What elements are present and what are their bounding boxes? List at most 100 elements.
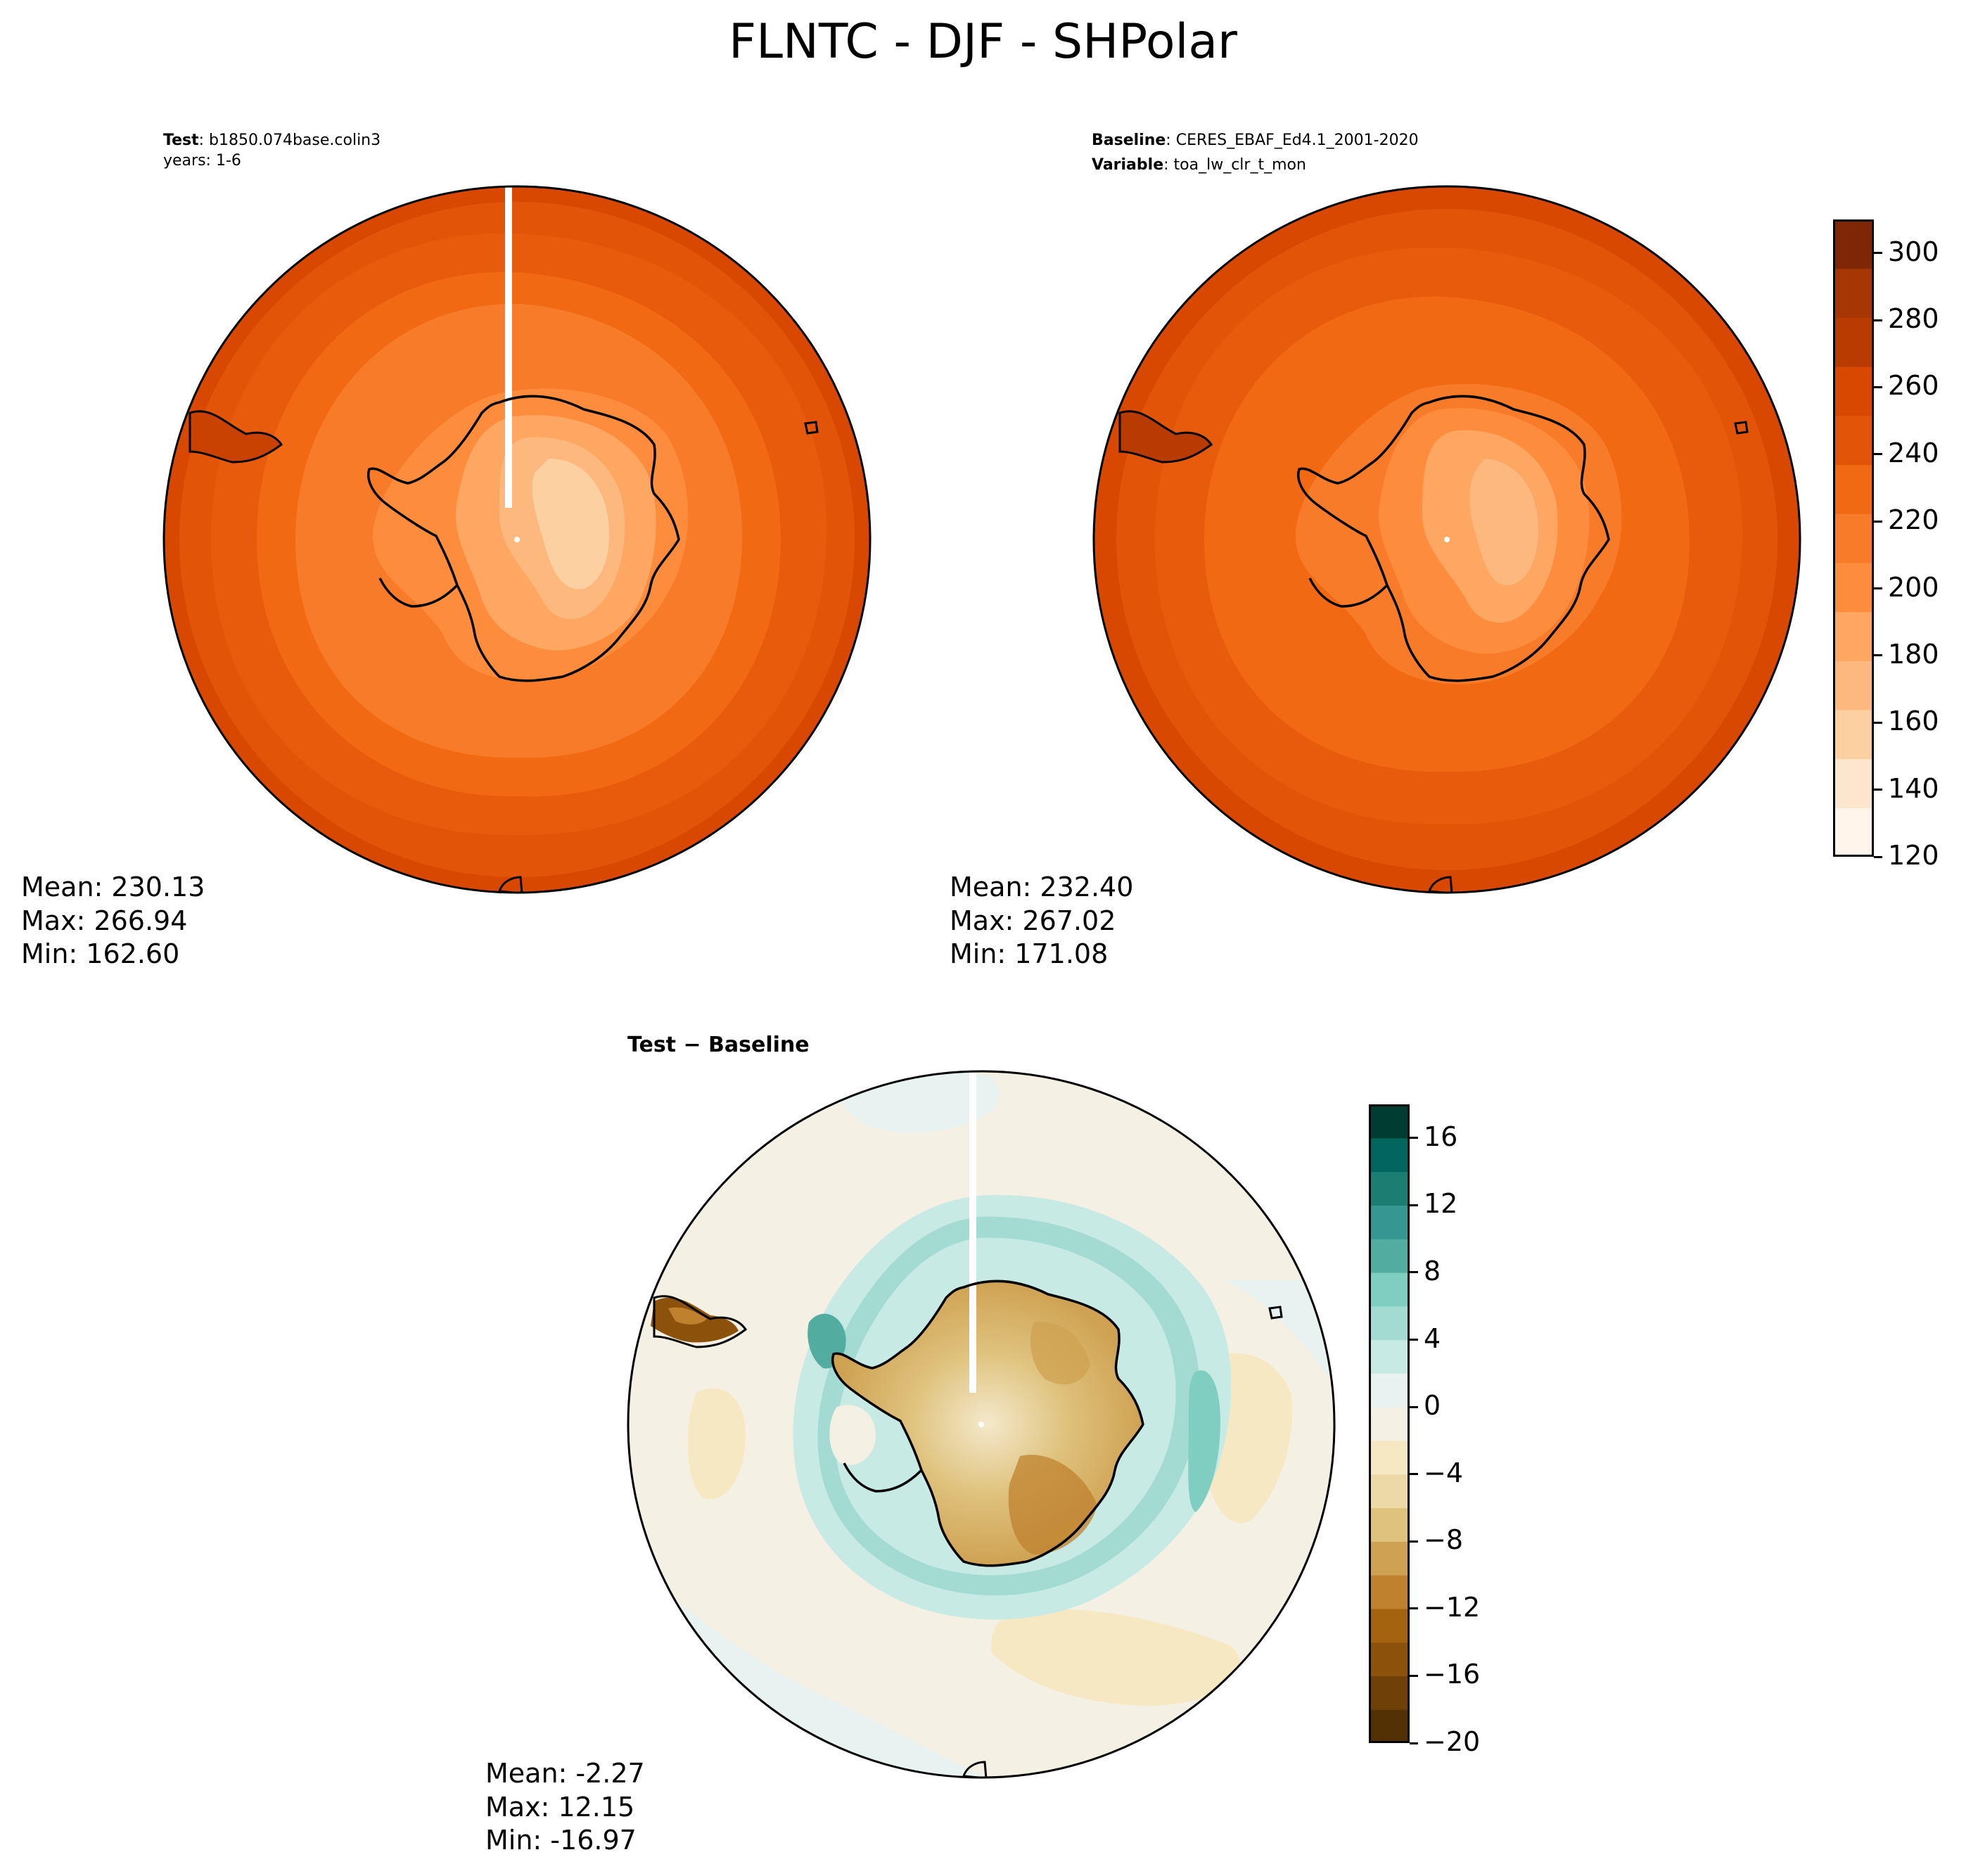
colorbar-tick-label: 140	[1888, 772, 1939, 804]
colorbar-diff	[1369, 1104, 1410, 1743]
colorbar-tick-label: −20	[1424, 1726, 1481, 1757]
test-case-name: : b1850.074base.colin3	[198, 132, 381, 149]
colorbar-block	[1833, 219, 1874, 269]
test-map	[162, 185, 872, 894]
colorbar-block	[1369, 1171, 1410, 1206]
colorbar-block	[1369, 1306, 1410, 1341]
colorbar-block	[1833, 464, 1874, 514]
diff-stats: Mean: -2.27 Max: 12.15 Min: -16.97	[485, 1757, 645, 1858]
colorbar-tick-mark	[1410, 1405, 1418, 1408]
colorbar-block	[1369, 1272, 1410, 1307]
colorbar-tick-label: −16	[1424, 1659, 1481, 1690]
colorbar-tick-mark	[1874, 319, 1882, 321]
colorbar-tick-label: 120	[1888, 840, 1939, 871]
colorbar-tick-label: 180	[1888, 638, 1939, 670]
colorbar-tick-label: 280	[1888, 303, 1939, 335]
colorbar-tick-mark	[1874, 453, 1882, 456]
figure-title: FLNTC - DJF - SHPolar	[729, 14, 1237, 70]
test-mean: Mean: 230.13	[21, 872, 205, 902]
test-max: Max: 266.94	[21, 905, 188, 936]
variable-label: Variable	[1092, 156, 1164, 174]
colorbar-tick-label: 260	[1888, 370, 1939, 402]
colorbar-tick-mark	[1874, 385, 1882, 388]
colorbar-tick-mark	[1410, 1674, 1418, 1677]
colorbar-tick-label: 8	[1424, 1255, 1441, 1287]
colorbar-block	[1833, 661, 1874, 710]
colorbar-tick-mark	[1874, 654, 1882, 657]
colorbar-block	[1369, 1642, 1410, 1677]
colorbar-block	[1369, 1137, 1410, 1173]
colorbar-tick-mark	[1410, 1339, 1418, 1341]
colorbar-tick-label: −8	[1424, 1524, 1464, 1556]
colorbar-tick-label: 300	[1888, 236, 1939, 267]
colorbar-tick-label: 4	[1424, 1322, 1441, 1354]
colorbar-block	[1369, 1507, 1410, 1542]
colorbar-tick-label: 220	[1888, 504, 1939, 536]
colorbar-tick-mark	[1874, 721, 1882, 724]
colorbar-block	[1369, 1104, 1410, 1139]
colorbar-block	[1369, 1676, 1410, 1710]
test-meta: Test: b1850.074base.colin3 years: 1-6	[163, 131, 381, 171]
colorbar-diff-ticks: 16 12 8 4 0 −4 −8 −12 −16 −20	[1410, 1104, 1494, 1757]
baseline-stats: Mean: 232.40 Max: 267.02 Min: 171.08	[950, 871, 1133, 971]
baseline-mean: Mean: 232.40	[950, 872, 1134, 902]
colorbar-tick-mark	[1874, 789, 1882, 791]
colorbar-tick-label: 0	[1424, 1390, 1441, 1422]
colorbar-block	[1369, 1407, 1410, 1441]
colorbar-block	[1369, 1205, 1410, 1239]
colorbar-block	[1833, 268, 1874, 318]
colorbar-tick-mark	[1874, 520, 1882, 523]
colorbar-block	[1833, 366, 1874, 416]
test-stats: Mean: 230.13 Max: 266.94 Min: 162.60	[21, 871, 205, 971]
colorbar-block	[1833, 808, 1874, 857]
colorbar-block	[1369, 1709, 1410, 1743]
colorbar-tick-mark	[1410, 1271, 1418, 1274]
baseline-map	[1092, 185, 1801, 894]
test-years: years: 1-6	[163, 151, 241, 170]
colorbar-tick-label: 12	[1424, 1188, 1458, 1220]
colorbar-tick-mark	[1410, 1137, 1418, 1140]
colorbar-block	[1833, 317, 1874, 367]
colorbar-block	[1369, 1474, 1410, 1509]
colorbar-tick-mark	[1410, 1204, 1418, 1206]
colorbar-block	[1369, 1440, 1410, 1475]
baseline-dataset-name: : CERES_EBAF_Ed4.1_2001-2020	[1166, 132, 1419, 149]
colorbar-block	[1833, 758, 1874, 808]
colorbar-block	[1369, 1339, 1410, 1374]
colorbar-tick-mark	[1410, 1607, 1418, 1610]
colorbar-tick-mark	[1874, 252, 1882, 255]
colorbar-block	[1833, 709, 1874, 760]
diff-map	[627, 1070, 1336, 1779]
colorbar-tick-label: −12	[1424, 1591, 1481, 1623]
colorbar-main	[1833, 219, 1874, 857]
colorbar-tick-label: 160	[1888, 706, 1939, 737]
baseline-meta: Baseline: CERES_EBAF_Ed4.1_2001-2020 Var…	[1092, 128, 1419, 177]
colorbar-tick-mark	[1410, 1473, 1418, 1476]
colorbar-block	[1369, 1608, 1410, 1643]
colorbar-tick-label: −4	[1424, 1457, 1464, 1488]
colorbar-tick-label: 240	[1888, 437, 1939, 468]
colorbar-tick-mark	[1874, 855, 1882, 858]
colorbar-block	[1833, 513, 1874, 563]
diff-min: Min: -16.97	[485, 1825, 637, 1856]
test-min: Min: 162.60	[21, 938, 180, 969]
colorbar-block	[1833, 415, 1874, 466]
colorbar-tick-label: 16	[1424, 1121, 1458, 1152]
baseline-label: Baseline	[1092, 132, 1166, 149]
test-label: Test	[163, 132, 199, 149]
diff-max: Max: 12.15	[485, 1791, 635, 1823]
colorbar-block	[1369, 1239, 1410, 1273]
diff-mean: Mean: -2.27	[485, 1758, 645, 1789]
diff-title: Test − Baseline	[627, 1033, 810, 1057]
colorbar-tick-mark	[1410, 1742, 1418, 1744]
variable-name: : toa_lw_clr_t_mon	[1163, 156, 1306, 174]
colorbar-block	[1833, 611, 1874, 661]
colorbar-tick-mark	[1874, 587, 1882, 590]
baseline-min: Min: 171.08	[950, 938, 1109, 969]
colorbar-tick-label: 200	[1888, 571, 1939, 603]
colorbar-block	[1369, 1541, 1410, 1576]
colorbar-tick-mark	[1410, 1540, 1418, 1543]
baseline-max: Max: 267.02	[950, 905, 1116, 936]
colorbar-main-ticks: 300 280 260 240 220 200 180 160 140 120	[1874, 219, 1939, 871]
colorbar-block	[1369, 1575, 1410, 1609]
